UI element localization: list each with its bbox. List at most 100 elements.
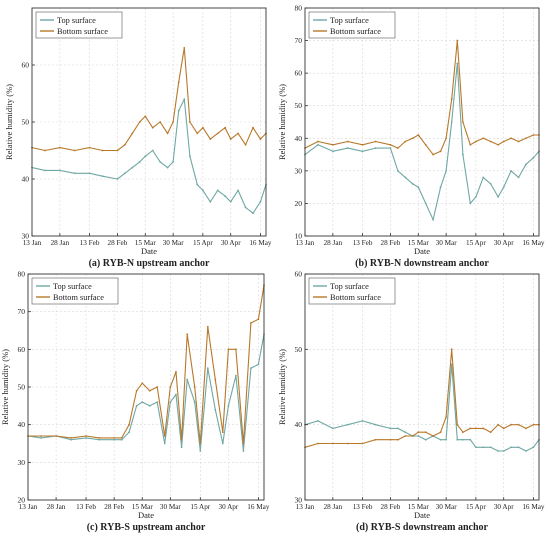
y-tick-label: 30 [295, 496, 303, 505]
data-point [227, 348, 230, 351]
data-point [148, 389, 151, 392]
data-point [175, 393, 177, 396]
data-point [123, 143, 126, 146]
data-point [404, 431, 407, 434]
data-point [396, 147, 399, 149]
data-point [128, 431, 131, 434]
data-point [98, 438, 101, 441]
y-tick-label: 50 [295, 345, 303, 354]
legend-label: Bottom surface [330, 293, 381, 302]
data-point [131, 166, 134, 169]
legend-label: Top surface [330, 282, 369, 291]
data-point [85, 435, 87, 437]
y-tick-label: 50 [18, 383, 26, 392]
data-point [120, 438, 123, 441]
x-tick-label: 16 May [249, 239, 272, 247]
legend-label: Bottom surface [57, 27, 108, 36]
data-point [237, 132, 240, 135]
data-point [517, 176, 520, 179]
data-point [474, 196, 477, 198]
x-axis-label: Date [414, 246, 430, 256]
x-tick-label: 30 Mar [436, 239, 458, 247]
data-point [259, 200, 262, 203]
legend-label: Top surface [330, 16, 369, 25]
data-point [180, 438, 183, 441]
data-point [188, 121, 191, 123]
data-point [502, 427, 505, 430]
data-point [389, 147, 392, 149]
data-point [216, 132, 219, 135]
y-tick-label: 40 [18, 420, 26, 429]
data-point [461, 121, 464, 123]
data-point [517, 446, 520, 449]
data-point [177, 81, 180, 83]
data-point [123, 172, 126, 175]
data-point [374, 438, 377, 441]
data-point [317, 143, 319, 146]
data-point [411, 137, 414, 140]
y-tick-label: 60 [295, 69, 303, 78]
data-point [474, 140, 477, 143]
data-point [85, 436, 87, 439]
data-point [249, 322, 252, 324]
data-point [196, 132, 199, 135]
data-point [417, 435, 420, 437]
data-point [532, 134, 535, 136]
data-point [131, 132, 134, 135]
x-tick-label: 13 Jan [23, 239, 42, 247]
legend-label: Top surface [57, 16, 96, 25]
data-point [331, 427, 334, 430]
x-tick-label: 30 Mar [436, 503, 458, 511]
data-point [361, 150, 364, 153]
data-point [331, 442, 334, 445]
chart-panel: 13 Jan 28 Jan 13 Feb 28 Feb 15 Mar 30 Mar 15 A… [277, 4, 545, 270]
legend-label: Bottom surface [330, 27, 381, 36]
data-point [135, 389, 138, 392]
panel-caption: (d) RYB-S downstream anchor [356, 522, 489, 533]
x-tick-label: 30 Mar [160, 503, 182, 511]
data-point [489, 182, 492, 185]
data-point [40, 436, 43, 439]
data-point [461, 153, 464, 156]
y-tick-label: 50 [22, 118, 30, 127]
data-point [482, 137, 485, 140]
data-point [497, 143, 500, 146]
data-point [439, 431, 442, 434]
data-point [417, 186, 420, 189]
x-tick-label: 13 Feb [76, 503, 96, 511]
x-tick-label: 13 Jan [19, 503, 38, 511]
data-point [432, 218, 435, 221]
data-point [510, 137, 513, 140]
data-point [186, 333, 189, 336]
y-tick-label: 20 [18, 496, 26, 505]
data-point [128, 423, 131, 426]
data-point [404, 140, 407, 143]
x-tick-label: 28 Feb [104, 503, 124, 511]
data-point [55, 435, 57, 437]
y-tick-label: 40 [295, 134, 303, 143]
chart-panel: 13 Jan 28 Jan 13 Feb 28 Feb 15 Mar 30 Mar 15 A… [277, 270, 545, 534]
y-tick-label: 30 [22, 232, 30, 241]
data-point [361, 420, 364, 422]
legend-label: Top surface [53, 282, 92, 291]
data-point [242, 450, 245, 452]
data-point [497, 423, 500, 426]
y-tick-label: 10 [295, 232, 303, 241]
data-point [183, 47, 186, 49]
data-point [489, 446, 492, 449]
x-tick-label: 28 Jan [51, 239, 70, 247]
legend-box [308, 277, 396, 305]
data-point [445, 169, 448, 172]
data-point [502, 140, 505, 143]
data-point [346, 423, 349, 426]
data-point [389, 438, 392, 441]
data-point [88, 172, 91, 175]
data-point [227, 404, 230, 407]
data-point [206, 325, 209, 328]
data-point [374, 140, 377, 143]
data-point [148, 404, 151, 407]
data-point [411, 435, 414, 437]
x-tick-label: 30 Apr [494, 503, 514, 511]
data-point [396, 438, 399, 441]
